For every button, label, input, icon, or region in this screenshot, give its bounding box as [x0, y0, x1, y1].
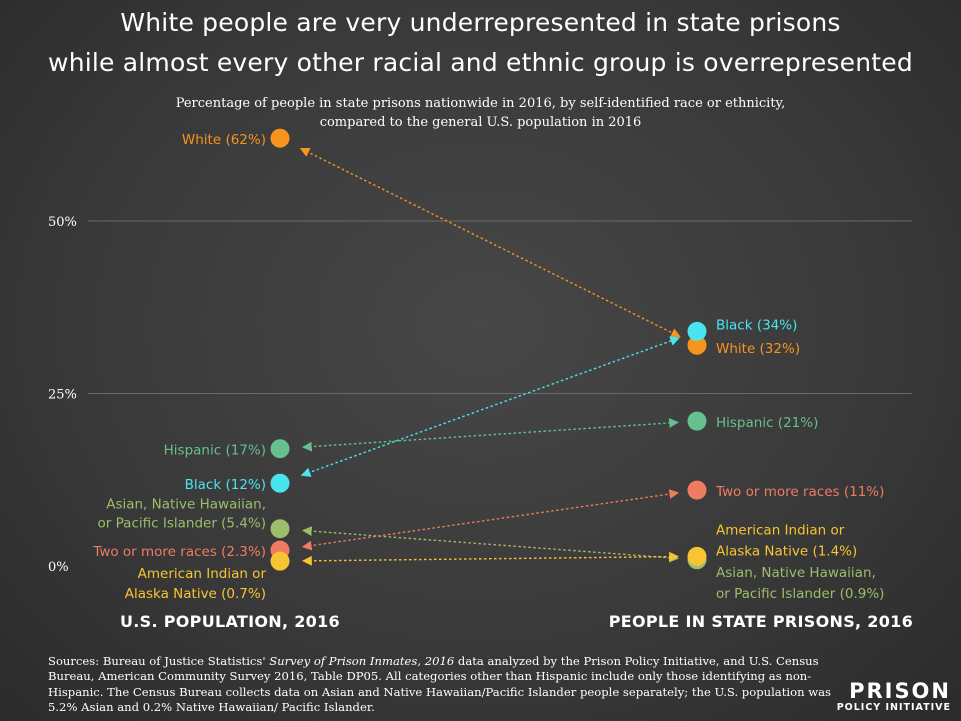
label-prison-american-indian-or-alaska-native-0: American Indian or — [716, 522, 845, 538]
dot-us-white — [270, 128, 290, 148]
series-line-american-indian-or-alaska-native — [302, 551, 679, 566]
dot-prison-hispanic — [687, 411, 707, 431]
chart-subtitle-line-2: compared to the general U.S. population … — [319, 115, 642, 130]
dot-prison-american-indian-or-alaska-native — [687, 546, 707, 566]
dot-us-hispanic — [270, 439, 290, 459]
logo-word-prison: PRISON — [849, 679, 951, 703]
series-line-two-or-more-races — [301, 489, 680, 551]
series-lines — [299, 147, 681, 566]
sources-prefix: Sources: Bureau of Justice Statistics' — [48, 654, 270, 668]
label-us-asian-native-hawaiian-or-pacific-islander-0: Asian, Native Hawaiian, — [106, 497, 266, 513]
x-label-state-prisons: PEOPLE IN STATE PRISONS, 2016 — [608, 612, 913, 631]
x-label-us-population: U.S. POPULATION, 2016 — [120, 612, 340, 631]
sources-survey-title: Survey of Prison Inmates, 2016 — [269, 654, 455, 668]
label-us-two-or-more-races-0: Two or more races (2.3%) — [92, 544, 266, 560]
label-us-asian-native-hawaiian-or-pacific-islander-1: or Pacific Islander (5.4%) — [98, 516, 266, 532]
label-prison-american-indian-or-alaska-native-1: Alaska Native (1.4%) — [716, 543, 857, 559]
sources-note: Sources: Bureau of Justice Statistics' S… — [48, 654, 833, 716]
label-us-hispanic-0: Hispanic (17%) — [164, 443, 266, 459]
chart-title-line-1: White people are very underrepresented i… — [120, 8, 841, 37]
label-us-american-indian-or-alaska-native-1: Alaska Native (0.7%) — [125, 586, 266, 602]
dot-us-black — [270, 473, 290, 493]
label-us-black-0: Black (12%) — [185, 477, 266, 493]
chart-subtitle-line-1: Percentage of people in state prisons na… — [175, 96, 786, 111]
y-tick-label-0: 0% — [48, 560, 69, 575]
label-prison-asian-native-hawaiian-or-pacific-islander-0: Asian, Native Hawaiian, — [716, 565, 876, 581]
dot-us-asian-native-hawaiian-or-pacific-islander — [270, 519, 290, 539]
series-line-white — [299, 147, 681, 338]
dot-prison-white — [687, 335, 707, 355]
chart-title-line-2: while almost every other racial and ethn… — [48, 48, 913, 77]
series-dots — [270, 128, 707, 571]
label-prison-white-0: White (32%) — [716, 341, 800, 357]
series-line-asian-native-hawaiian-or-pacific-islander — [301, 526, 680, 563]
label-prison-hispanic-0: Hispanic (21%) — [716, 415, 818, 431]
prison-policy-initiative-logo: PRISON POLICY INITIATIVE — [837, 680, 951, 713]
series-line-hispanic — [301, 418, 679, 452]
label-prison-black-0: Black (34%) — [716, 317, 797, 333]
logo-word-policy-initiative: POLICY INITIATIVE — [836, 702, 951, 713]
dot-prison-two-or-more-races — [687, 480, 707, 500]
label-us-american-indian-or-alaska-native-0: American Indian or — [138, 566, 267, 582]
series-line-black — [300, 336, 681, 477]
label-us-white-0: White (62%) — [182, 132, 266, 148]
label-prison-asian-native-hawaiian-or-pacific-islander-1: or Pacific Islander (0.9%) — [716, 586, 884, 602]
y-tick-label-25: 25% — [48, 388, 77, 403]
series-labels: White (62%) White (32%) Black (12%) Black (… — [92, 132, 884, 602]
dot-us-american-indian-or-alaska-native — [270, 551, 290, 571]
label-prison-two-or-more-races-0: Two or more races (11%) — [715, 484, 884, 500]
dot-prison-black — [687, 321, 707, 341]
sources-suffix: data analyzed by the Prison Policy Initi… — [48, 654, 832, 715]
y-tick-label-50: 50% — [48, 215, 77, 230]
